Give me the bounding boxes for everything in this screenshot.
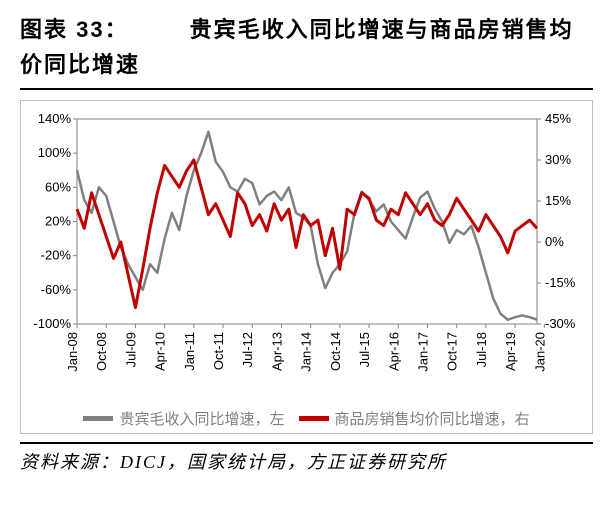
title-prefix: 图表 33： (20, 17, 118, 42)
svg-text:140%: 140% (38, 111, 72, 126)
svg-text:-60%: -60% (41, 282, 72, 297)
svg-text:Jan-08: Jan-08 (65, 332, 80, 372)
svg-text:20%: 20% (45, 214, 71, 229)
legend-item-housing: 商品房销售均价同比增速，右 (299, 408, 530, 429)
svg-text:Oct-14: Oct-14 (328, 332, 343, 371)
svg-text:-15%: -15% (545, 275, 576, 290)
source-text: 资料来源：DICJ，国家统计局，方正证券研究所 (20, 448, 593, 474)
svg-text:Jan-14: Jan-14 (299, 332, 314, 372)
svg-text:100%: 100% (38, 146, 72, 161)
svg-text:Jul-18: Jul-18 (474, 332, 489, 367)
svg-text:Jan-17: Jan-17 (415, 332, 430, 372)
svg-text:Jul-15: Jul-15 (357, 332, 372, 367)
title-gap (118, 17, 190, 42)
svg-text:Jul-09: Jul-09 (123, 332, 138, 367)
chart-title: 图表 33： 贵宾毛收入同比增速与商品房销售均价同比增速 (20, 12, 593, 82)
svg-text:Apr-10: Apr-10 (153, 332, 168, 371)
legend: 贵宾毛收入同比增速，左 商品房销售均价同比增速，右 (29, 408, 584, 429)
svg-text:Apr-13: Apr-13 (269, 332, 284, 371)
svg-text:0%: 0% (545, 234, 564, 249)
svg-text:Jan-11: Jan-11 (182, 332, 197, 371)
svg-text:Oct-11: Oct-11 (211, 332, 226, 370)
svg-text:15%: 15% (545, 193, 571, 208)
legend-swatch-housing (299, 416, 329, 421)
svg-text:45%: 45% (545, 111, 571, 126)
legend-label-housing: 商品房销售均价同比增速，右 (335, 408, 530, 429)
svg-text:-100%: -100% (33, 316, 71, 331)
legend-item-vip: 贵宾毛收入同比增速，左 (83, 408, 284, 429)
title-divider (20, 88, 593, 90)
svg-text:30%: 30% (545, 152, 571, 167)
legend-swatch-vip (83, 416, 113, 421)
svg-text:Jan-20: Jan-20 (532, 332, 547, 372)
svg-text:Oct-17: Oct-17 (445, 332, 460, 371)
svg-text:Apr-19: Apr-19 (503, 332, 518, 371)
chart-panel: -100% -60% -20% 20% 60% 100% 140% -30% -15% 0% 15%… (20, 100, 593, 434)
svg-text:Oct-08: Oct-08 (94, 332, 109, 371)
svg-text:Jul-12: Jul-12 (240, 332, 255, 367)
svg-text:60%: 60% (45, 180, 71, 195)
svg-text:-20%: -20% (41, 248, 72, 263)
svg-text:-30%: -30% (545, 316, 576, 331)
chart-svg: -100% -60% -20% 20% 60% 100% 140% -30% -15% 0% 15%… (29, 109, 584, 397)
footer-divider (20, 442, 593, 444)
legend-label-vip: 贵宾毛收入同比增速，左 (119, 408, 284, 429)
figure-container: 图表 33： 贵宾毛收入同比增速与商品房销售均价同比增速 -100% -60% -2… (0, 0, 613, 519)
svg-text:Apr-16: Apr-16 (386, 332, 401, 371)
